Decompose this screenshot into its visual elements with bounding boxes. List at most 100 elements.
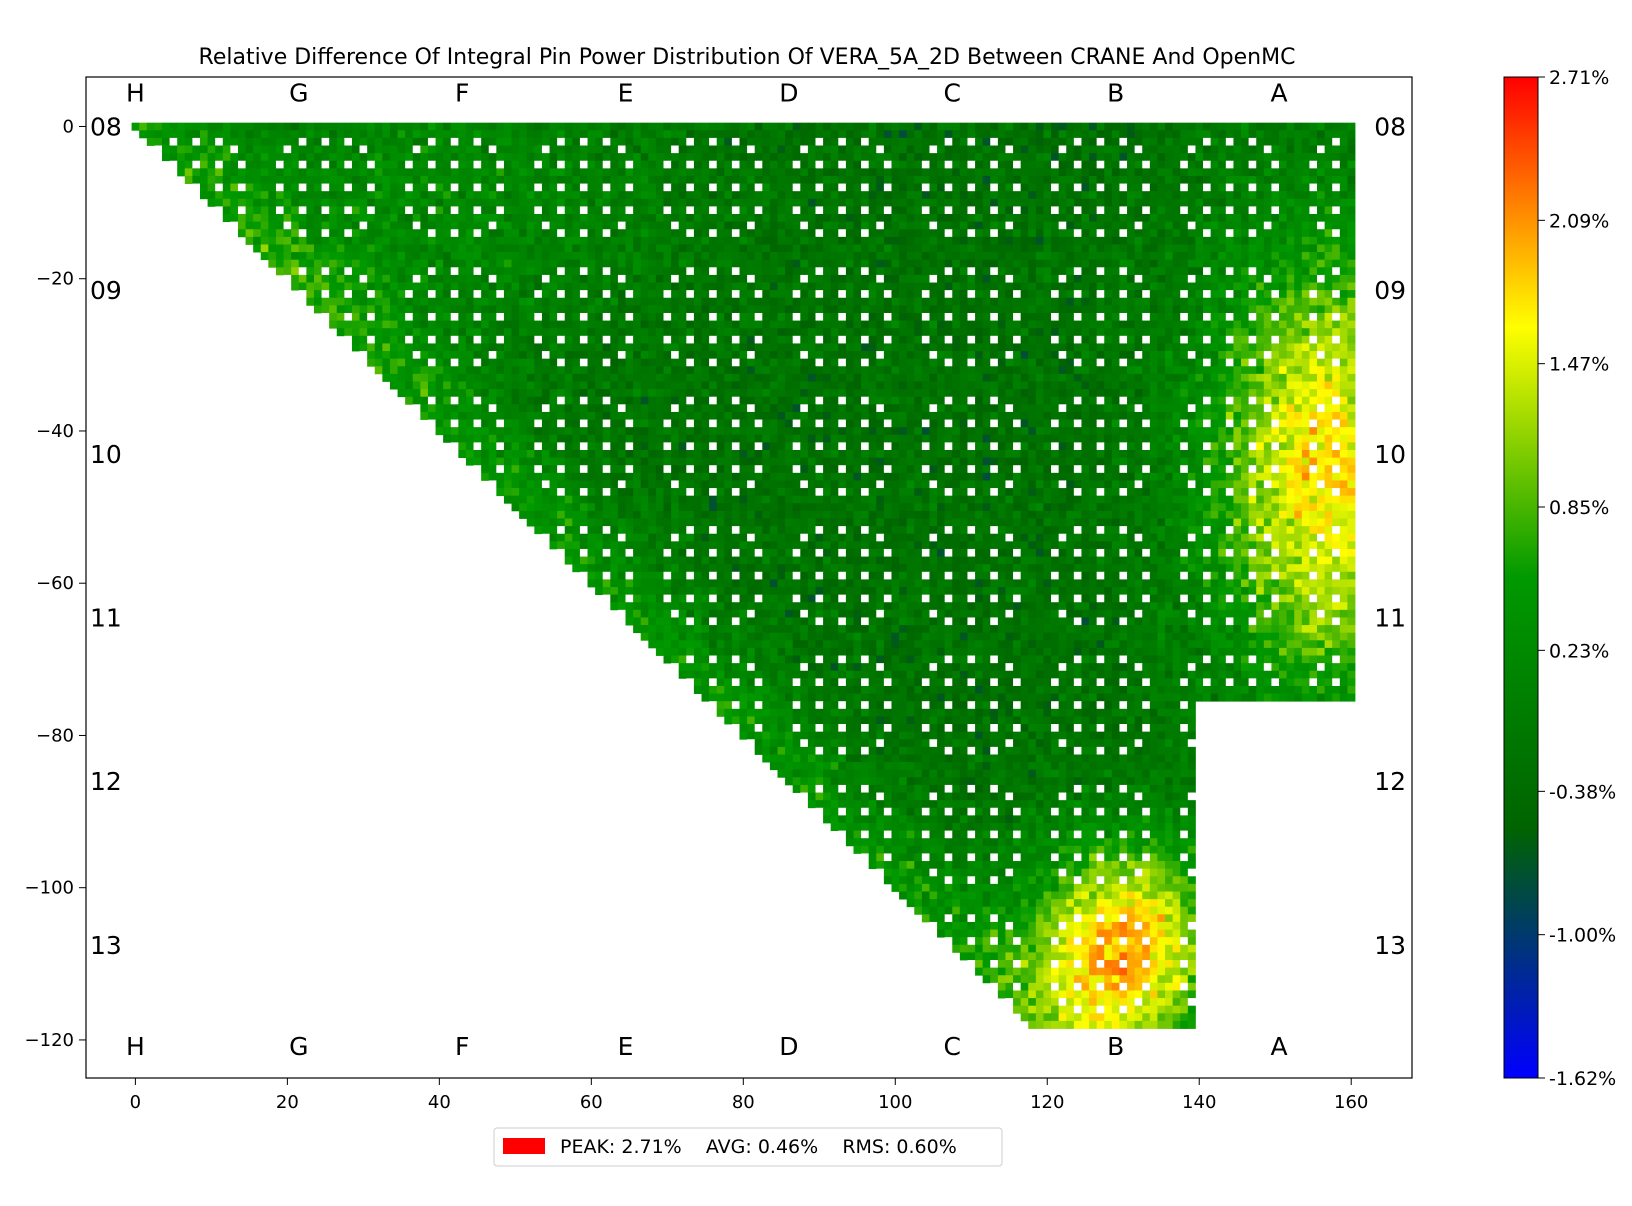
heatmap-cell [473,252,482,261]
heatmap-cell [367,282,376,291]
heatmap-cell [754,221,763,230]
heatmap-cell [861,145,870,154]
heatmap-cell [1043,252,1052,261]
heatmap-cell [1149,236,1158,245]
heatmap-cell [1317,221,1326,230]
heatmap-cell [389,343,398,352]
heatmap-cell [177,153,186,162]
heatmap-cell [1187,160,1196,169]
heatmap-cell [1225,335,1234,344]
heatmap-cell [496,282,505,291]
heatmap-cell [1149,328,1158,337]
heatmap-cell [1111,259,1120,268]
heatmap-cell [458,312,467,321]
heatmap-cell [921,221,930,230]
heatmap-cell [511,320,520,329]
heatmap-cell [777,214,786,223]
heatmap-cell [443,297,452,306]
heatmap-cell [397,351,406,360]
heatmap-cell [731,168,740,177]
heatmap-cell [883,252,892,261]
heatmap-cell [671,297,680,306]
heatmap-cell [435,358,444,367]
heatmap-cell [298,191,307,200]
heatmap-cell [1165,137,1174,146]
heatmap-cell [1157,335,1166,344]
heatmap-cell [1005,373,1014,382]
heatmap-cell [465,122,474,131]
heatmap-cell [815,206,824,215]
heatmap-cell [891,130,900,139]
heatmap-cell [823,373,832,382]
heatmap-cell [313,229,322,238]
heatmap-cell [967,343,976,352]
heatmap-cell [382,274,391,283]
heatmap-cell [1111,320,1120,329]
heatmap-cell [914,290,923,299]
heatmap-cell [640,343,649,352]
heatmap-cell [625,282,634,291]
heatmap-cell [1263,267,1272,276]
heatmap-cell [564,259,573,268]
heatmap-cell [1096,297,1105,306]
heatmap-cell [1180,366,1189,375]
heatmap-cell [374,168,383,177]
heatmap-cell [838,320,847,329]
heatmap-cell [215,198,224,207]
heatmap-cell [792,145,801,154]
heatmap-cell [610,282,619,291]
heatmap-cell [982,130,991,139]
heatmap-cell [959,366,968,375]
heatmap-cell [1104,282,1113,291]
heatmap-cell [374,160,383,169]
heatmap-cell [1058,358,1067,367]
heatmap-cell [351,252,360,261]
heatmap-cell [549,312,558,321]
heatmap-cell [952,320,961,329]
heatmap-cell [686,366,695,375]
heatmap-cell [709,267,718,276]
heatmap-cell [1119,351,1128,360]
heatmap-cell [443,328,452,337]
heatmap-cell [671,122,680,131]
heatmap-cell [815,244,824,253]
heatmap-cell [716,137,725,146]
heatmap-cell [541,305,550,314]
heatmap-cell [845,259,854,268]
heatmap-cell [815,229,824,238]
heatmap-cell [724,335,733,344]
heatmap-cell [572,122,581,131]
heatmap-cell [1263,305,1272,314]
heatmap-cell [914,267,923,276]
heatmap-cell [1043,244,1052,253]
heatmap-cell [777,351,786,360]
heatmap-cell [845,267,854,276]
heatmap-cell [389,175,398,184]
heatmap-cell [1111,343,1120,352]
heatmap-cell [1279,130,1288,139]
heatmap-cell [633,130,642,139]
heatmap-cell [412,366,421,375]
heatmap-cell [1195,373,1204,382]
heatmap-cell [465,137,474,146]
heatmap-cell [610,160,619,169]
heatmap-cell [298,274,307,283]
heatmap-cell [602,267,611,276]
heatmap-cell [1279,229,1288,238]
heatmap-cell [724,259,733,268]
heatmap-cell [595,206,604,215]
heatmap-cell [739,351,748,360]
heatmap-cell [1051,137,1060,146]
heatmap-cell [298,160,307,169]
heatmap-cell [1256,229,1265,238]
heatmap-cell [1301,351,1310,360]
heatmap-cell [617,153,626,162]
heatmap-cell [1301,137,1310,146]
heatmap-cell [1256,366,1265,375]
heatmap-cell [823,122,832,131]
heatmap-cell [1149,290,1158,299]
heatmap-cell [207,168,216,177]
heatmap-cell [830,290,839,299]
heatmap-cell [747,297,756,306]
heatmap-cell [268,252,277,261]
